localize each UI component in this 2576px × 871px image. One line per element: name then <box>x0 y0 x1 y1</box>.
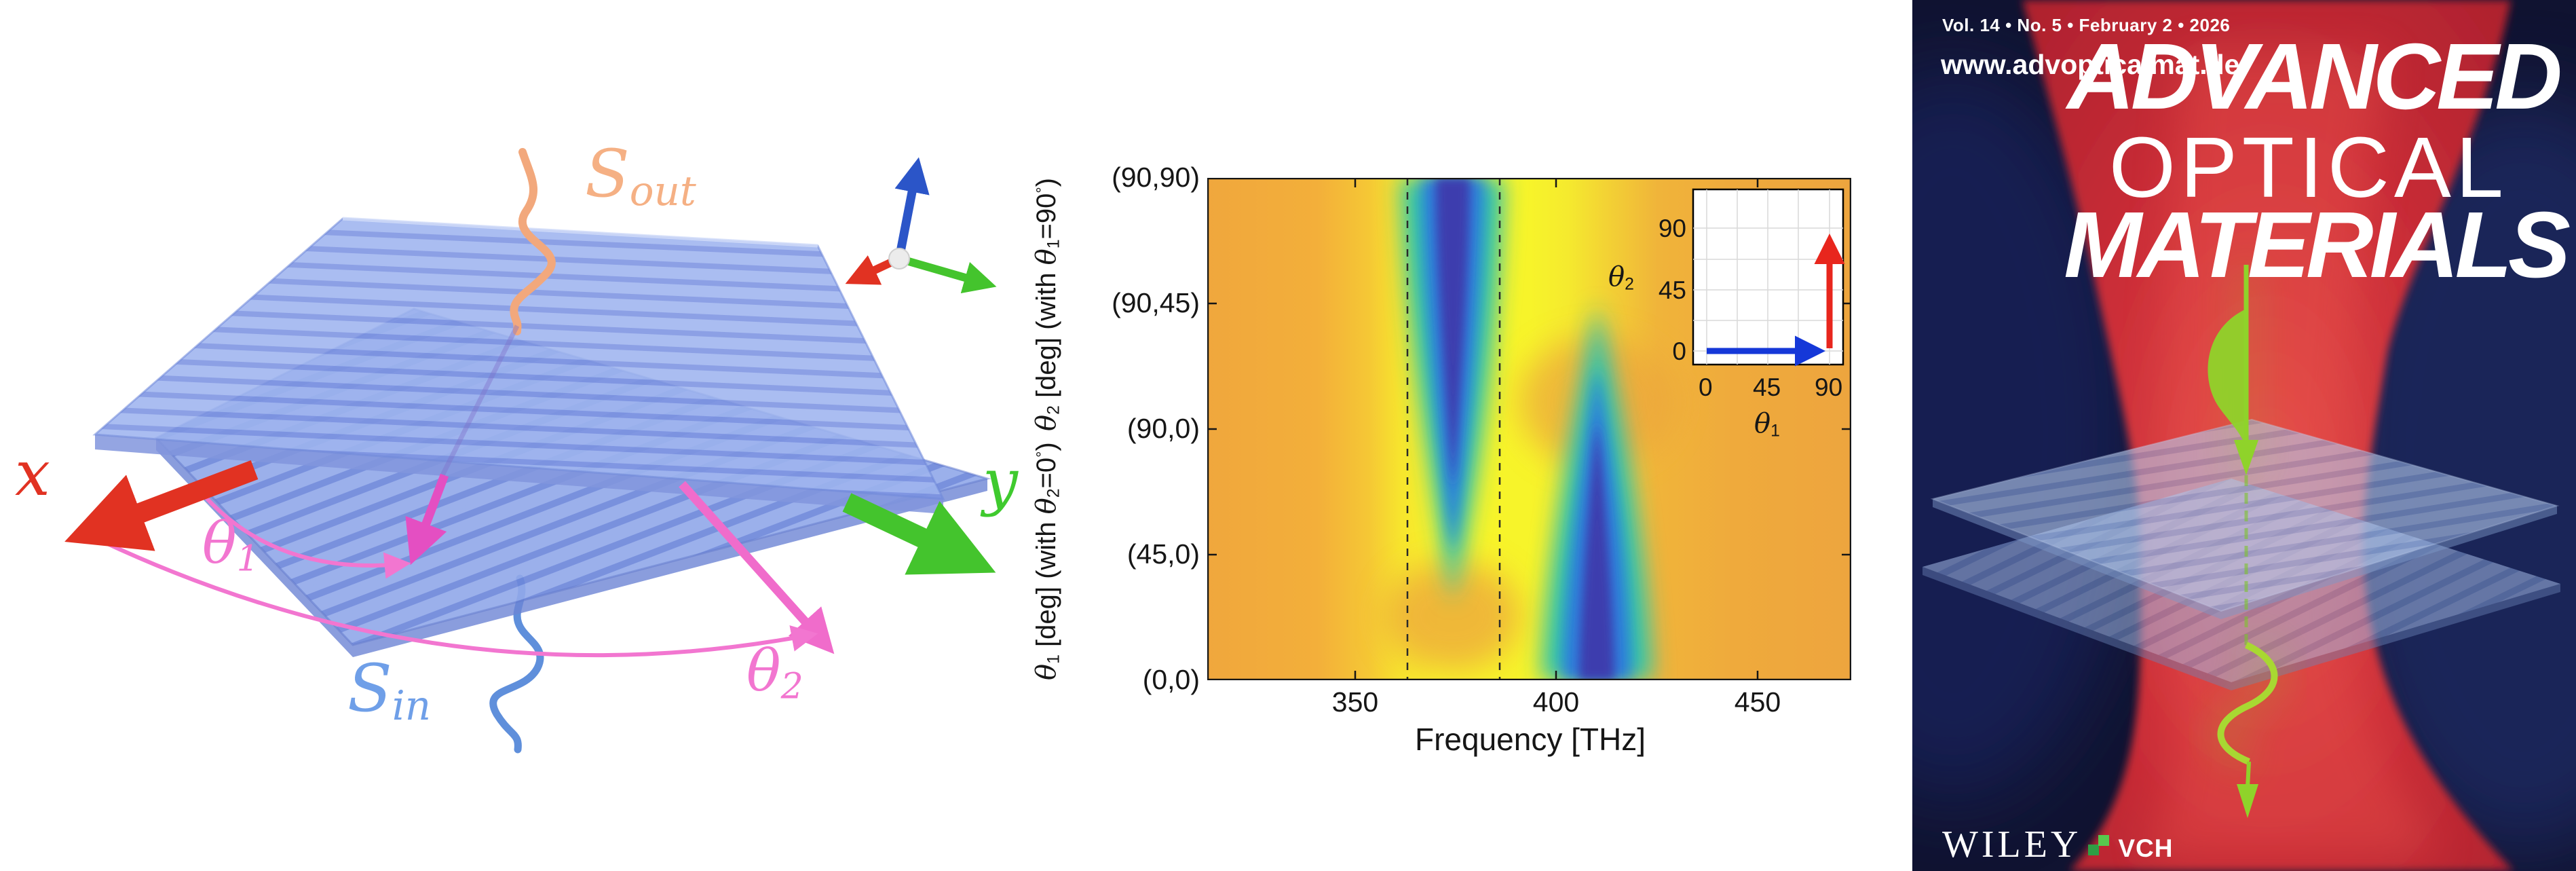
y-axis-label: y <box>983 445 1018 518</box>
green-pulse <box>2208 265 2281 818</box>
cover-url: www.advopticalmat.de <box>1941 49 2240 80</box>
heatmap-ylabel-theta2: θ2 [deg] (with θ1=90°) <box>1030 178 1063 432</box>
triad-z-arrow <box>894 157 930 260</box>
internal-ray <box>439 325 520 478</box>
wiley-vch-green-icon <box>2088 830 2114 857</box>
theta2-label: θ2 <box>746 637 803 707</box>
heatmap-xlabel: Frequency [THz] <box>1415 722 1646 757</box>
triad-y-arrow <box>898 255 997 294</box>
vch-wordmark: VCH <box>2118 834 2174 862</box>
inset-plot <box>1692 188 1845 367</box>
resonance-band-410THz <box>1541 304 1652 680</box>
inset-ytick-90: 90 <box>1658 215 1686 242</box>
theta2-direction-arrow <box>679 481 835 654</box>
inset-xlabel: θ1 <box>1754 408 1780 441</box>
heatmap-ytick-9045: (90,45) <box>1112 287 1200 318</box>
journal-cover-art <box>1912 0 2576 871</box>
inset-xtick-90: 90 <box>1815 373 1843 401</box>
s-in-wave <box>489 574 544 754</box>
inset-ylabel: θ2 <box>1608 261 1634 294</box>
cover-title-materials: MATERIALS <box>2064 193 2571 297</box>
theta1-label: θ1 <box>202 510 259 580</box>
s-out-wave <box>510 148 556 335</box>
y-axis-arrow <box>842 493 996 575</box>
s-in-label: Sin <box>347 650 432 730</box>
heatmap-xtick-450: 450 <box>1734 686 1781 718</box>
plot-border <box>1207 178 1851 680</box>
top-grating <box>92 217 945 514</box>
x-axis-label: x <box>15 437 50 510</box>
heatmap-xtick-400: 400 <box>1532 686 1580 718</box>
inset-xtick-0: 0 <box>1699 373 1713 401</box>
heatmap-xtick-350: 350 <box>1331 686 1379 718</box>
inset-ytick-0: 0 <box>1672 337 1686 365</box>
theta1-arc <box>196 487 411 579</box>
coordinate-triad <box>845 157 997 294</box>
inset-xtick-45: 45 <box>1753 373 1781 401</box>
cover-title-optical: OPTICAL <box>2108 119 2508 215</box>
heatmap-plot <box>1207 178 1851 680</box>
inset-ytick-45: 45 <box>1658 276 1686 304</box>
cover-title-advanced: ADVANCED <box>2067 24 2562 129</box>
triad-origin <box>888 248 910 270</box>
schematic-panel <box>64 148 997 754</box>
heatmap-ytick-00: (0,0) <box>1142 664 1200 695</box>
wiley-wordmark: WILEY <box>1942 823 2082 866</box>
resonance-band-374THz <box>1401 178 1504 603</box>
heatmap-ylabel: θ1 [deg] (with θ2=0°) θ2 [deg] (with θ1=… <box>1029 178 1065 680</box>
cover-issue-line: Vol. 14 • No. 5 • February 2 • 2026 <box>1942 15 2231 35</box>
theta1-direction-arrow <box>405 473 449 566</box>
publisher-logo: WILEY VCH <box>1942 823 2173 866</box>
theta2-arc <box>102 540 818 658</box>
axis-ticks <box>1207 178 1851 680</box>
x-axis-arrow <box>64 460 259 551</box>
s-out-label: Sout <box>585 136 696 216</box>
heatmap-ytick-450: (45,0) <box>1126 538 1200 570</box>
heatmap-ylabel-theta1: θ1 [deg] (with θ2=0°) <box>1030 442 1063 680</box>
heatmap-ytick-900: (90,0) <box>1126 413 1200 444</box>
heatmap-ytick-9090: (90,90) <box>1112 162 1200 193</box>
